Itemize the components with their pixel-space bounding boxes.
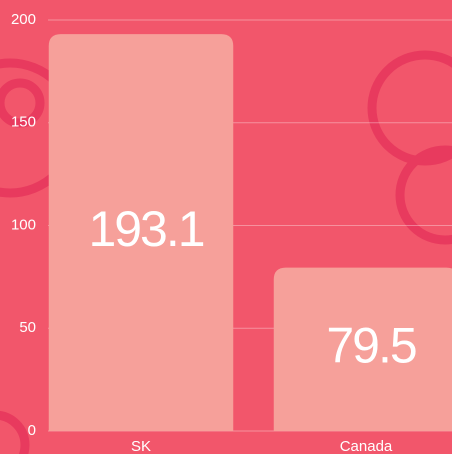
y-tick-label: 0: [28, 422, 36, 439]
y-tick-label: 150: [11, 114, 36, 131]
chart: 0 50 100 150 200 SK 193.1 Canada 79.5: [0, 0, 452, 454]
x-tick-label: Canada: [340, 438, 393, 454]
y-tick-label: 50: [19, 319, 36, 336]
value-label: 79.5: [326, 318, 416, 374]
y-tick-label: 200: [11, 11, 36, 28]
x-tick-label: SK: [131, 438, 151, 454]
value-label: 193.1: [88, 201, 203, 257]
y-tick-label: 100: [11, 216, 36, 233]
